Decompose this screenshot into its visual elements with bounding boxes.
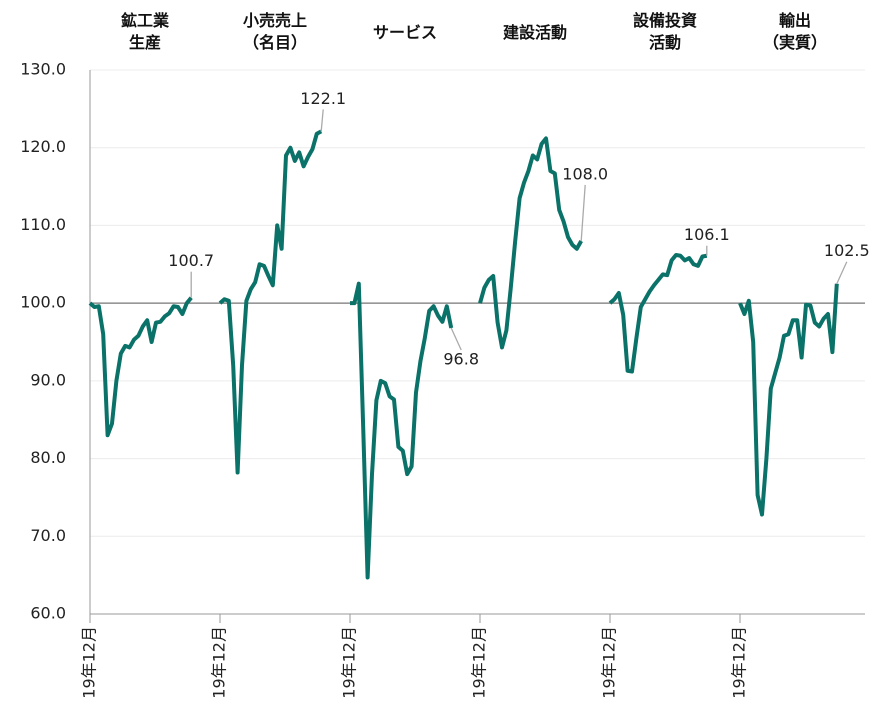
y-tick-label: 90.0 bbox=[30, 370, 66, 389]
leader-line bbox=[320, 109, 324, 132]
y-tick-label: 70.0 bbox=[30, 526, 66, 545]
y-tick-label: 130.0 bbox=[20, 60, 66, 79]
end-label: 106.1 bbox=[684, 225, 730, 244]
leader-line bbox=[580, 184, 586, 242]
end-label: 122.1 bbox=[300, 89, 346, 108]
y-tick-label: 110.0 bbox=[20, 215, 66, 234]
leader-line bbox=[450, 327, 462, 351]
x-tick-label: 19年12月 bbox=[600, 626, 619, 699]
panel-title: 設備投資 活動 bbox=[632, 11, 697, 52]
panel-title: サービス bbox=[372, 23, 437, 42]
end-label: 96.8 bbox=[443, 350, 479, 369]
end-label: 100.7 bbox=[168, 251, 214, 270]
panel-title: 鉱工業 生産 bbox=[120, 11, 169, 52]
series-line bbox=[738, 283, 839, 517]
series-line bbox=[478, 136, 583, 350]
leader-line bbox=[836, 261, 848, 284]
x-tick-label: 19年12月 bbox=[80, 626, 99, 699]
panel-title: 輸出 （実質） bbox=[762, 11, 827, 52]
y-tick-label: 100.0 bbox=[20, 293, 66, 312]
x-tick-label: 19年12月 bbox=[730, 626, 749, 699]
series-line bbox=[218, 129, 323, 475]
y-tick-label: 80.0 bbox=[30, 448, 66, 467]
x-tick-label: 19年12月 bbox=[210, 626, 229, 699]
series-line bbox=[88, 296, 193, 438]
end-label: 102.5 bbox=[824, 241, 870, 260]
end-label: 108.0 bbox=[562, 164, 608, 183]
panel-title: 小売売上 （名目） bbox=[242, 11, 307, 52]
series-line bbox=[350, 281, 454, 580]
y-tick-label: 60.0 bbox=[30, 604, 66, 623]
panel-title: 建設活動 bbox=[502, 23, 567, 42]
series-line bbox=[608, 252, 708, 374]
x-tick-label: 19年12月 bbox=[470, 626, 489, 699]
y-tick-label: 120.0 bbox=[20, 137, 66, 156]
x-tick-label: 19年12月 bbox=[340, 626, 359, 699]
